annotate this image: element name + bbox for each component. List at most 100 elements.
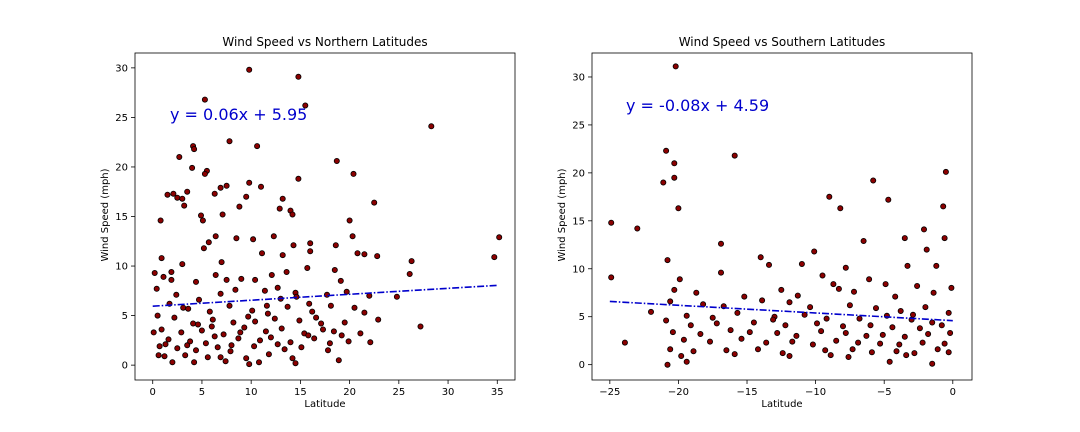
data-point bbox=[930, 289, 937, 296]
data-point bbox=[195, 296, 202, 303]
data-point bbox=[281, 346, 288, 353]
data-point bbox=[214, 344, 221, 351]
data-point bbox=[326, 340, 333, 347]
data-point bbox=[845, 353, 852, 360]
data-point bbox=[886, 358, 893, 365]
data-point bbox=[406, 270, 413, 277]
data-point bbox=[289, 355, 296, 362]
data-point bbox=[819, 272, 826, 279]
y-tick-label: 20 bbox=[115, 162, 128, 173]
scatter-points bbox=[150, 66, 503, 368]
y-tick-label: 5 bbox=[122, 311, 128, 322]
data-point bbox=[276, 205, 283, 212]
data-point bbox=[168, 276, 175, 283]
data-point bbox=[741, 293, 748, 300]
data-point bbox=[660, 179, 667, 186]
data-point bbox=[284, 303, 291, 310]
data-point bbox=[289, 211, 296, 218]
data-point bbox=[201, 170, 208, 177]
data-point bbox=[941, 235, 948, 242]
data-point bbox=[933, 262, 940, 269]
data-point bbox=[171, 314, 178, 321]
data-point bbox=[226, 302, 233, 309]
data-point bbox=[220, 331, 227, 338]
data-point bbox=[709, 314, 716, 321]
data-point bbox=[217, 354, 224, 361]
data-point bbox=[331, 266, 338, 273]
data-point bbox=[835, 285, 842, 292]
data-point bbox=[901, 333, 908, 340]
data-point bbox=[179, 195, 186, 202]
data-point bbox=[877, 340, 884, 347]
data-point bbox=[192, 278, 199, 285]
data-point bbox=[290, 242, 297, 249]
data-point bbox=[263, 302, 270, 309]
data-point bbox=[243, 355, 250, 362]
data-point bbox=[295, 175, 302, 182]
data-point bbox=[158, 255, 165, 262]
data-point bbox=[233, 235, 240, 242]
data-point bbox=[250, 236, 257, 243]
plot-frame bbox=[591, 52, 973, 381]
x-tick-label: 15 bbox=[294, 387, 307, 398]
y-tick-label: 15 bbox=[115, 212, 128, 223]
data-point bbox=[296, 317, 303, 324]
y-axis-label: Wind Speed (mph) bbox=[557, 168, 568, 261]
data-point bbox=[235, 335, 242, 342]
data-point bbox=[921, 226, 928, 233]
data-point bbox=[801, 311, 808, 318]
data-point bbox=[690, 348, 697, 355]
data-point bbox=[206, 308, 213, 315]
data-point bbox=[307, 248, 314, 255]
data-point bbox=[228, 342, 235, 349]
data-point bbox=[246, 361, 253, 368]
data-point bbox=[945, 349, 952, 356]
data-point bbox=[232, 286, 239, 293]
data-point bbox=[267, 334, 274, 341]
data-point bbox=[687, 322, 694, 329]
data-point bbox=[169, 359, 176, 366]
data-point bbox=[779, 350, 786, 357]
data-point bbox=[179, 261, 186, 268]
data-point bbox=[671, 286, 678, 293]
data-point bbox=[855, 339, 862, 346]
data-point bbox=[870, 177, 877, 184]
data-point bbox=[161, 353, 168, 360]
data-point bbox=[212, 271, 219, 278]
data-point bbox=[212, 233, 219, 240]
data-point bbox=[211, 333, 218, 340]
y-tick-label: 10 bbox=[572, 264, 585, 275]
data-point bbox=[371, 199, 378, 206]
data-point bbox=[910, 311, 917, 318]
data-point bbox=[350, 170, 357, 177]
data-point bbox=[840, 323, 847, 330]
data-point bbox=[929, 360, 936, 367]
data-point bbox=[313, 314, 320, 321]
data-point bbox=[201, 96, 208, 103]
data-point bbox=[842, 329, 849, 336]
data-point bbox=[750, 319, 757, 326]
data-point bbox=[833, 337, 840, 344]
data-point bbox=[217, 184, 224, 191]
data-point bbox=[782, 322, 789, 329]
data-point bbox=[156, 343, 163, 350]
data-point bbox=[916, 325, 923, 332]
data-point bbox=[683, 312, 690, 319]
data-point bbox=[811, 248, 818, 255]
data-point bbox=[305, 332, 312, 339]
data-point bbox=[330, 328, 337, 335]
data-point bbox=[621, 339, 628, 346]
data-point bbox=[914, 282, 921, 289]
data-point bbox=[345, 338, 352, 345]
data-point bbox=[304, 264, 311, 271]
data-point bbox=[393, 293, 400, 300]
regression-equation: y = -0.08x + 4.59 bbox=[626, 96, 769, 115]
data-point bbox=[184, 342, 191, 349]
data-point bbox=[200, 245, 207, 252]
data-point bbox=[814, 320, 821, 327]
data-point bbox=[184, 188, 191, 195]
data-point bbox=[279, 252, 286, 259]
data-point bbox=[938, 322, 945, 329]
data-point bbox=[226, 138, 233, 145]
data-point bbox=[211, 190, 218, 197]
